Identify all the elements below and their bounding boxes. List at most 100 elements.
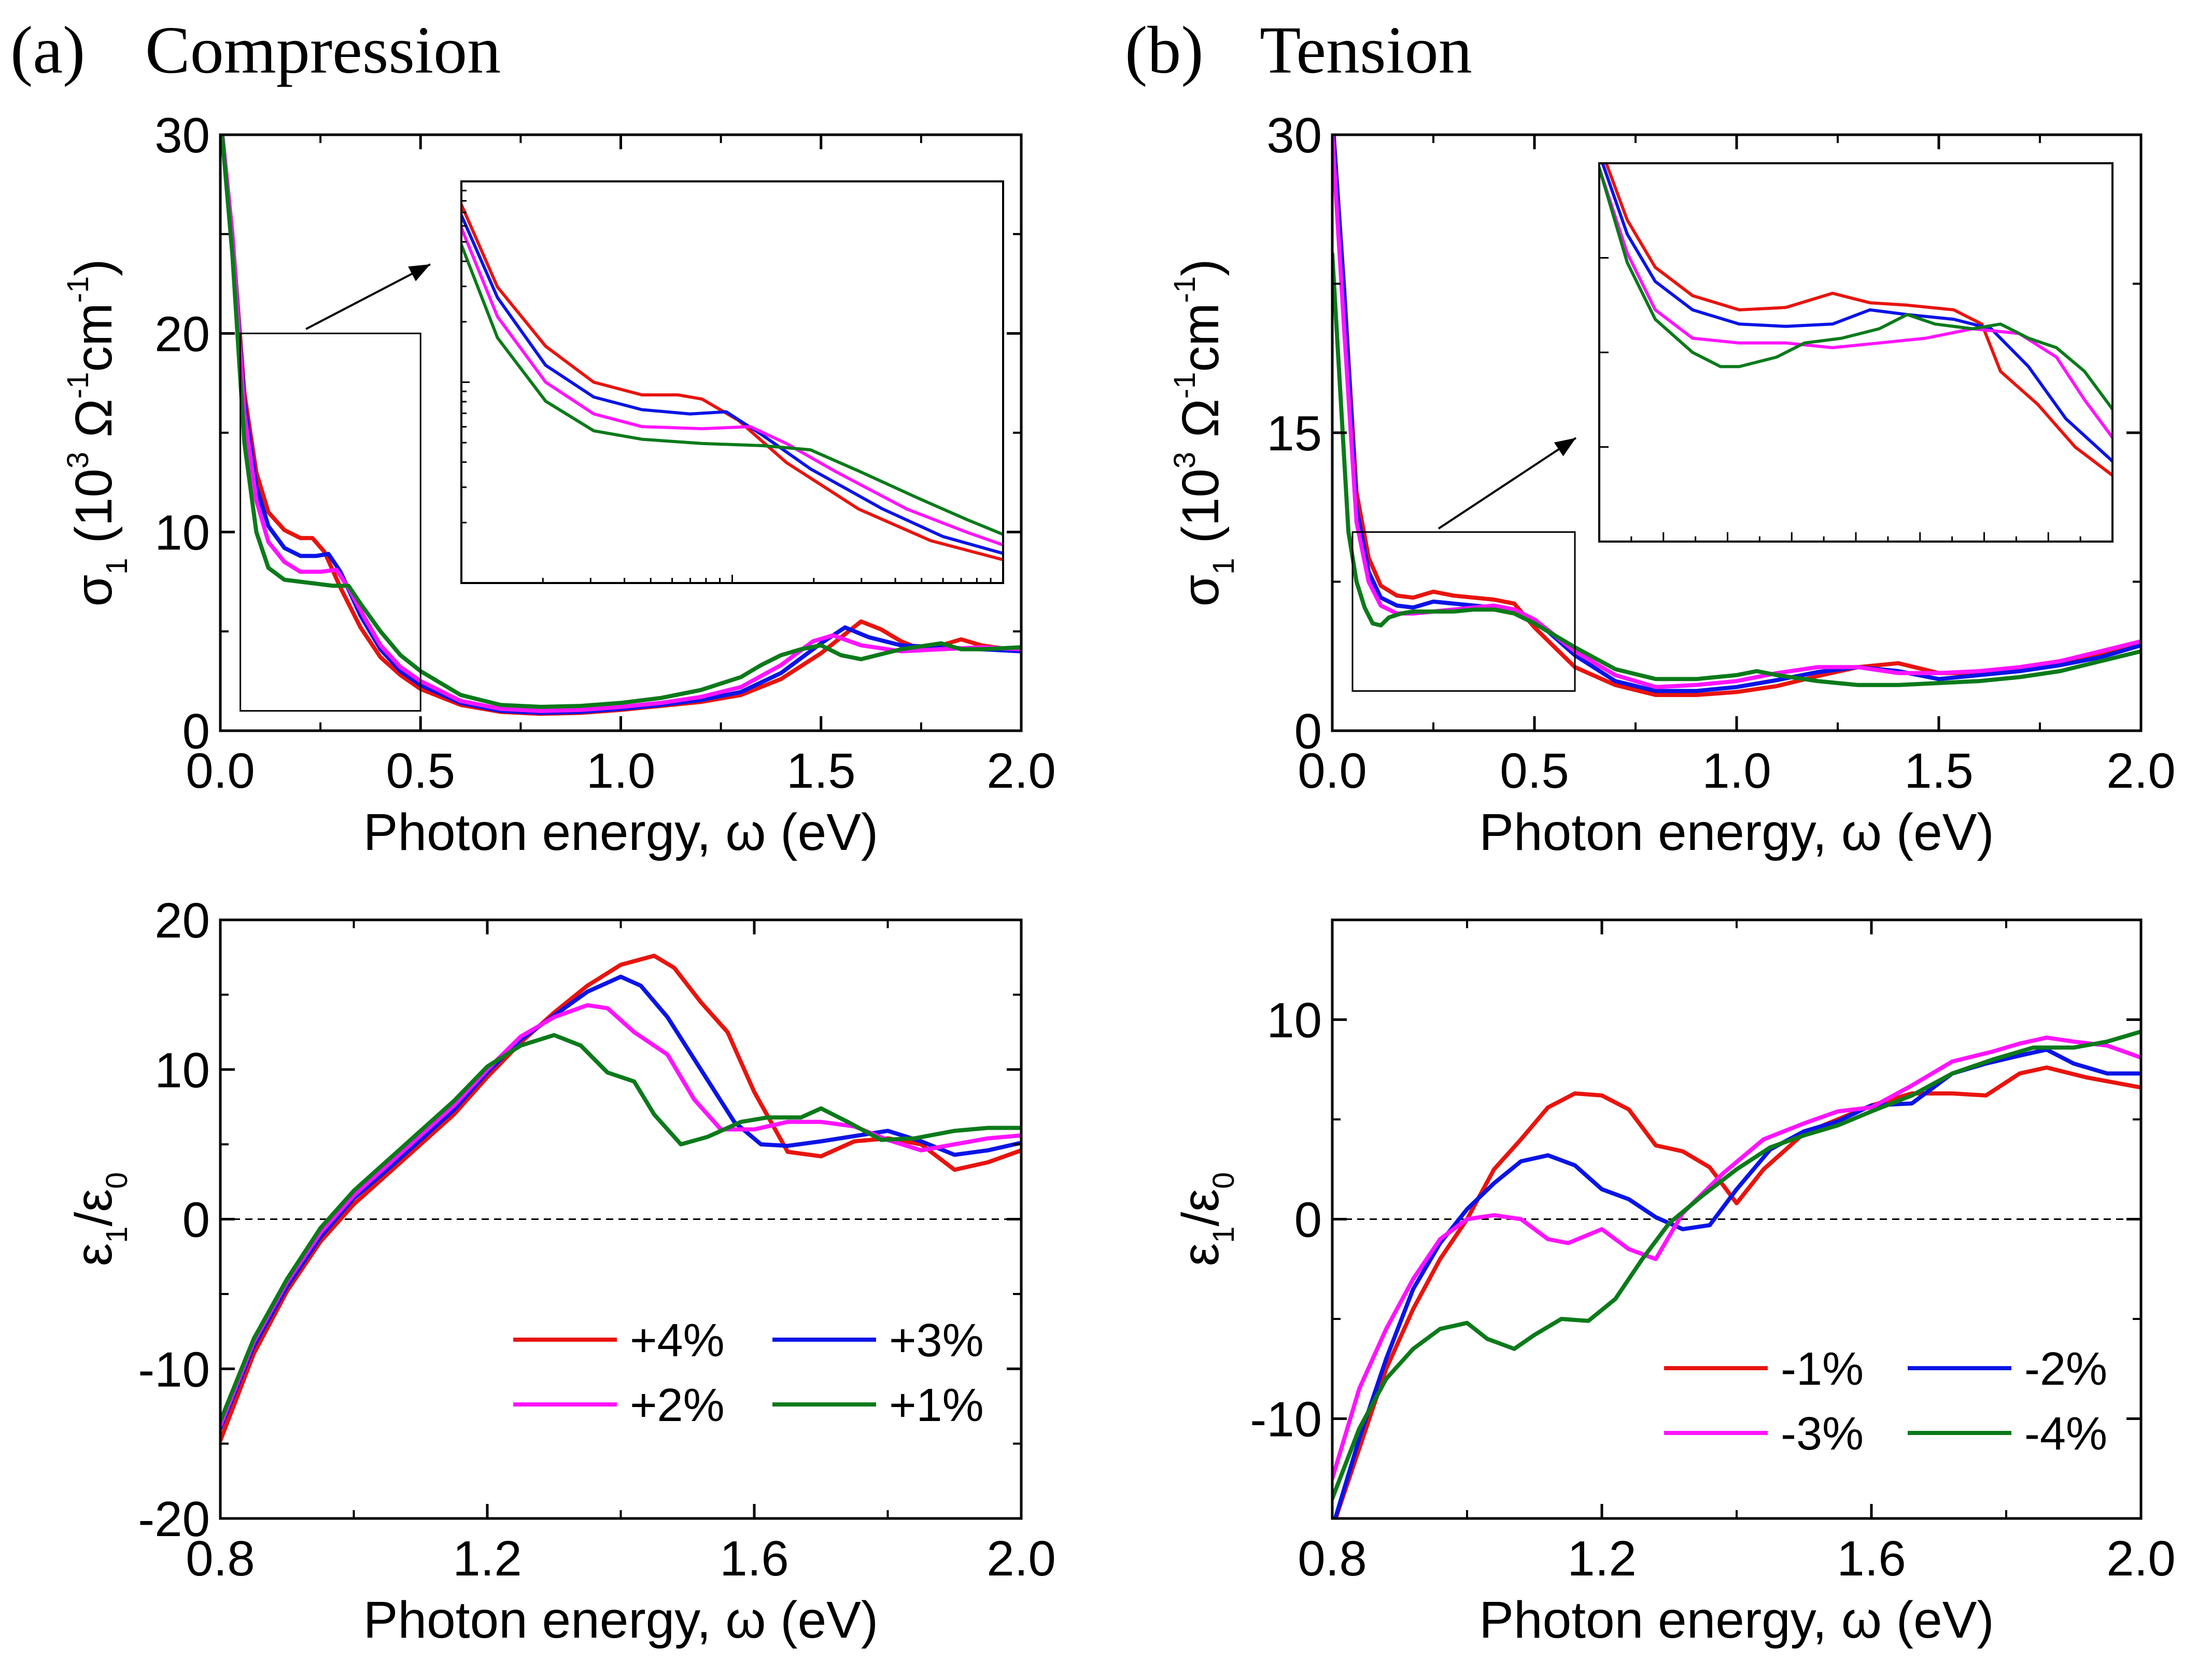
a-top-ytick-label: 20 xyxy=(154,306,210,362)
b-inset-zoom-box xyxy=(1351,531,1576,692)
chart-b-top: 0.0 0.5 1.0 1.5 2.0 0 15 30 Photon energy, ω (eV… xyxy=(1168,108,2176,861)
a-inset-series-plus4pct xyxy=(461,203,1003,562)
a-inset-zoom-box xyxy=(239,332,421,712)
b-bottom-ylabel: ε1/ε0 xyxy=(1172,1172,1241,1267)
a-bottom-series-plus4pct xyxy=(220,954,1021,1443)
b-top-series-minus2pct xyxy=(1332,135,2141,693)
b-top-xtick-label: 1.5 xyxy=(1904,743,1973,799)
b-bottom-series-minus4pct xyxy=(1332,1029,2141,1501)
panel-a-title: Compression xyxy=(145,13,501,88)
a-bottom-legend-label: +3% xyxy=(889,1315,984,1367)
b-bottom-series-minus1pct xyxy=(1333,1065,2141,1518)
a-bottom-ytick-label: 10 xyxy=(154,1043,210,1098)
a-top-ylabel-part-5: -1 xyxy=(61,372,95,399)
a-bottom-xlabel: Photon energy, ω (eV) xyxy=(363,1591,878,1649)
b-top-ylabel-part-5: -1 xyxy=(1168,372,1202,399)
a-top-ylabel-part-3: 3 xyxy=(61,452,95,468)
b-bottom-ylabel-part-3: 0 xyxy=(1207,1172,1241,1189)
a-inset-arrow-head xyxy=(408,264,430,281)
a-top-xtick-label: 1.0 xyxy=(586,743,655,799)
b-bottom-ylabel-part-1: 1 xyxy=(1207,1226,1241,1243)
a-bottom-ytick-label: 20 xyxy=(154,893,210,948)
a-bottom-ylabel-part-0: ε xyxy=(65,1243,123,1267)
a-top-ylabel-part-8: ) xyxy=(65,259,123,276)
a-bottom-series-plus1pct xyxy=(220,1033,1021,1424)
b-top-ylabel-part-1: 1 xyxy=(1207,558,1241,574)
a-top-ylabel-part-6: cm xyxy=(65,303,123,372)
b-bottom-legend-label: -3% xyxy=(1781,1408,1864,1460)
a-bottom-legend-label: +1% xyxy=(889,1380,984,1431)
b-inset-series-minus1pct xyxy=(1604,163,2112,477)
a-bottom-ylabel-part-1: 1 xyxy=(100,1226,134,1243)
a-bottom-xtick-label: 0.8 xyxy=(186,1531,255,1586)
a-bottom-ytick-label: -20 xyxy=(138,1492,210,1547)
a-inset-series-plus3pct xyxy=(461,214,1003,555)
b-top-ylabel-part-3: 3 xyxy=(1168,452,1202,468)
a-top-xtick-label: 0.5 xyxy=(386,743,455,799)
b-top-xtick-label: 1.0 xyxy=(1702,743,1771,799)
b-top-ylabel-part-0: σ xyxy=(1172,575,1230,607)
a-bottom-ylabel-part-2: /ε xyxy=(65,1189,123,1226)
b-inset-bg xyxy=(1599,163,2112,542)
b-bottom-legend-label: -4% xyxy=(2024,1408,2107,1460)
b-top-xtick-label: 0.5 xyxy=(1500,743,1569,799)
b-top-ytick-label: 15 xyxy=(1266,406,1322,461)
a-bottom-series-plus2pct xyxy=(220,1003,1021,1428)
a-inset-series-plus1pct xyxy=(461,243,1003,536)
a-top-ylabel-part-0: σ xyxy=(65,575,123,607)
a-bottom-legend-label: +4% xyxy=(630,1315,725,1367)
a-top-series-plus1pct xyxy=(220,135,1021,709)
b-bottom-xtick-label: 1.6 xyxy=(1837,1531,1906,1586)
a-top-xtick-label: 0.0 xyxy=(186,743,255,799)
a-top-ytick-label: 10 xyxy=(154,505,210,561)
b-inset-arrow-line xyxy=(1438,437,1577,530)
b-bottom-xtick-label: 1.2 xyxy=(1567,1531,1636,1586)
a-bottom-legend-label: +2% xyxy=(630,1380,725,1431)
panel-b-label: (b) xyxy=(1125,13,1204,88)
a-bottom-ylabel: ε1/ε0 xyxy=(65,1172,134,1267)
a-bottom-ylabel-part-3: 0 xyxy=(100,1172,134,1189)
a-top-series-plus2pct xyxy=(220,135,1021,713)
a-top-xtick-label: 1.5 xyxy=(786,743,855,799)
a-bottom-xtick-label: 2.0 xyxy=(987,1531,1055,1586)
a-top-ylabel-part-2: (10 xyxy=(65,468,123,558)
b-inset-arrow-head xyxy=(1554,438,1576,457)
b-inset-series-minus2pct xyxy=(1601,163,2112,463)
b-bottom-series-minus3pct xyxy=(1332,1035,2141,1481)
b-top-ylabel-part-4: Ω xyxy=(1172,399,1230,452)
b-top-series-minus4pct xyxy=(1332,252,2141,687)
b-top-ylabel-part-6: cm xyxy=(1172,303,1230,372)
b-bottom-xtick-label: 0.8 xyxy=(1298,1531,1366,1586)
b-inset-series-minus4pct xyxy=(1599,166,2112,411)
a-inset-arrow-line xyxy=(305,263,431,330)
a-top-xlabel: Photon energy, ω (eV) xyxy=(363,803,878,861)
a-top-ylabel-part-1: 1 xyxy=(100,558,134,574)
a-inset-series-plus2pct xyxy=(461,226,1003,547)
b-bottom-xtick-label: 2.0 xyxy=(2106,1531,2175,1586)
a-top-xtick-label: 2.0 xyxy=(987,743,1055,799)
a-inset-bg xyxy=(461,181,1003,583)
chart-a-top: 0.0 0.5 1.0 1.5 2.0 0 10 20 30 Photon energy, ω (… xyxy=(61,108,1056,861)
a-top-ylabel: σ1 (103 Ω-1cm-1) xyxy=(61,259,134,607)
b-top-xtick-label: 2.0 xyxy=(2106,743,2175,799)
b-bottom-xlabel: Photon energy, ω (eV) xyxy=(1479,1591,1994,1649)
b-top-ylabel-part-8: ) xyxy=(1172,259,1230,276)
panel-b-title: Tension xyxy=(1260,13,1472,88)
b-bottom-series-minus2pct xyxy=(1333,1047,2141,1518)
b-top-ylabel-part-7: -1 xyxy=(1168,276,1202,303)
b-inset-series-minus3pct xyxy=(1599,166,2112,439)
panel-a-label: (a) xyxy=(10,13,85,88)
a-top-ytick-label: 30 xyxy=(154,108,210,163)
a-bottom-xtick-label: 1.2 xyxy=(453,1531,522,1586)
b-top-series-minus3pct xyxy=(1332,135,2141,689)
b-bottom-ylabel-part-2: /ε xyxy=(1172,1189,1230,1226)
b-top-ytick-label: 0 xyxy=(1294,704,1322,759)
a-top-ylabel-part-4: Ω xyxy=(65,399,123,452)
a-top-ylabel-part-7: -1 xyxy=(61,276,95,303)
b-top-ylabel: σ1 (103 Ω-1cm-1) xyxy=(1168,259,1241,607)
a-bottom-ytick-label: 0 xyxy=(182,1192,210,1248)
b-top-xlabel: Photon energy, ω (eV) xyxy=(1479,803,1994,861)
b-bottom-ytick-label: 10 xyxy=(1266,993,1322,1048)
